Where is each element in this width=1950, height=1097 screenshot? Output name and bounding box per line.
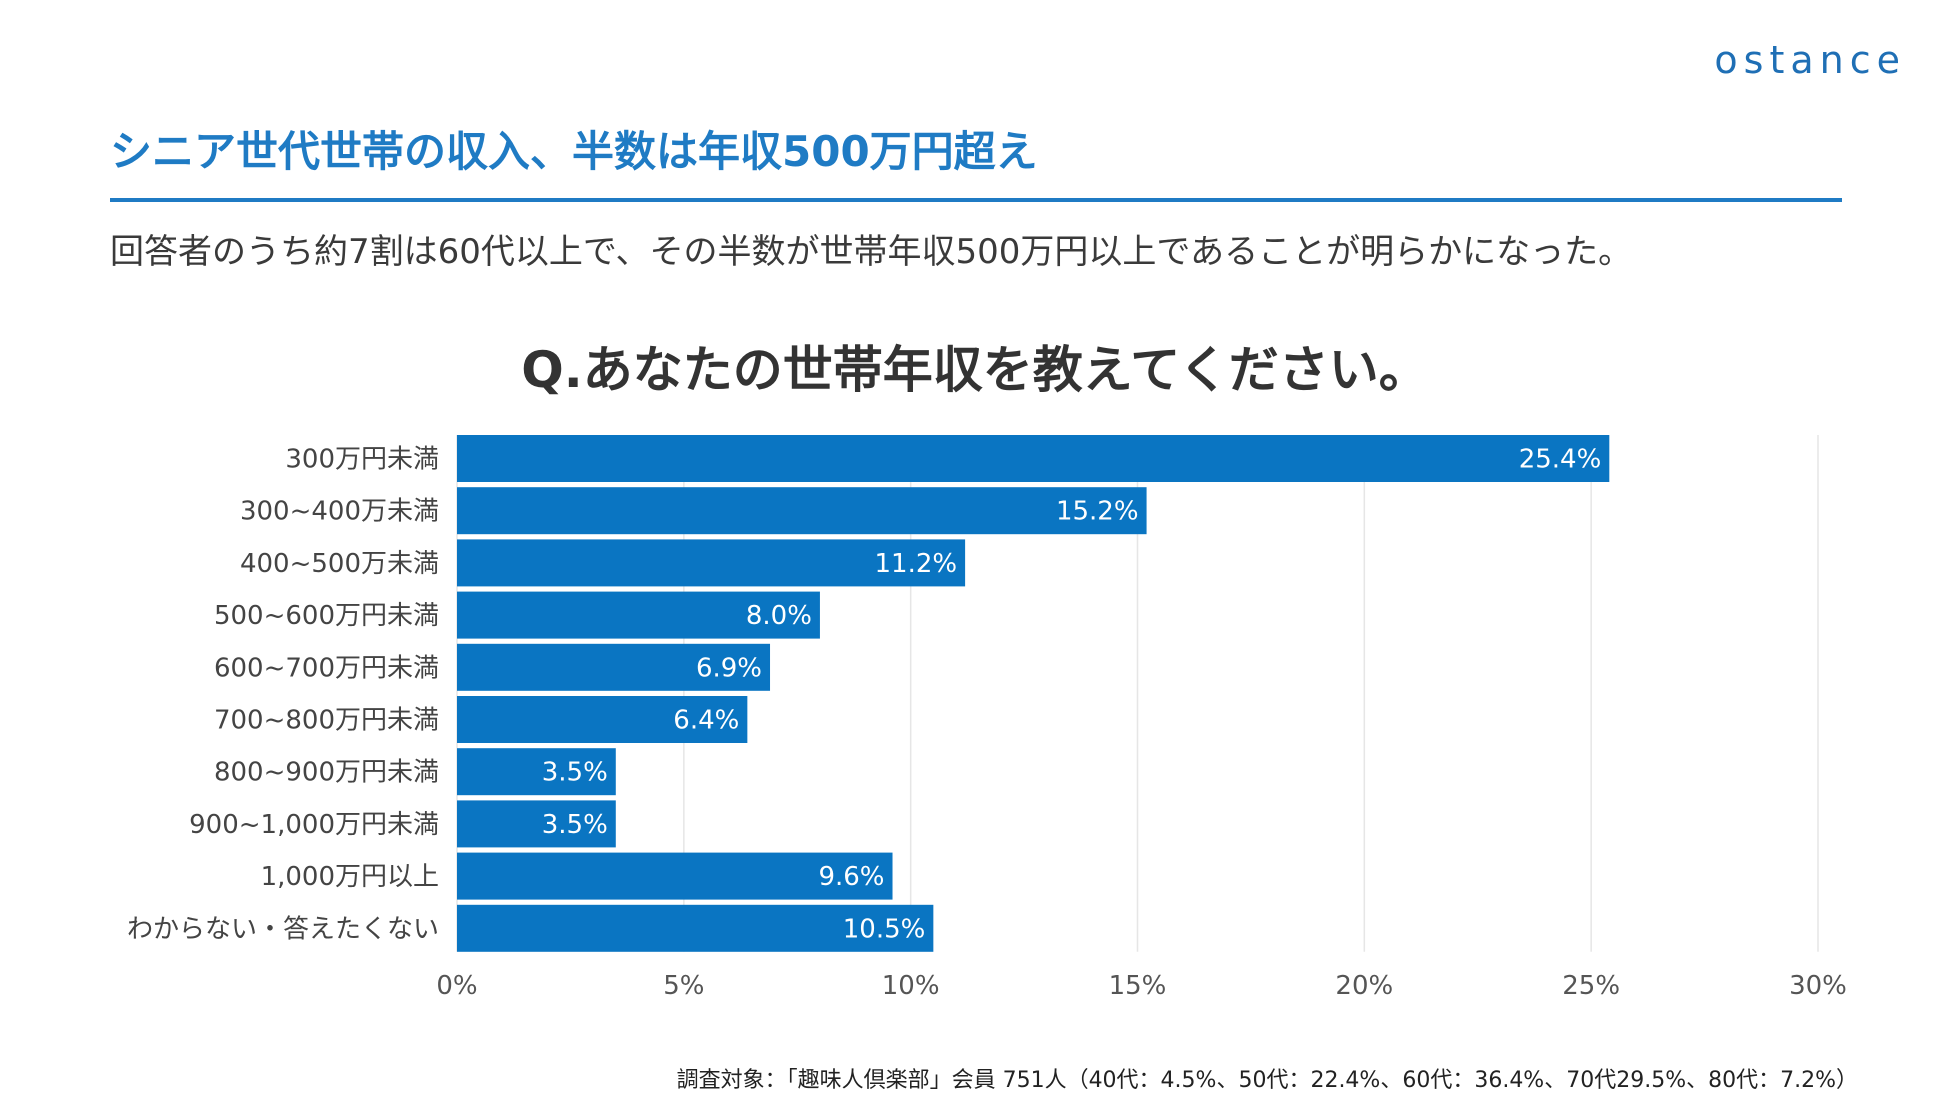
x-tick-label: 20% [1335, 971, 1393, 1001]
x-tick-label: 0% [436, 971, 477, 1001]
category-label: 700~800万円未満 [214, 706, 439, 736]
bar [457, 643, 771, 691]
page-headline: シニア世代世帯の収入、半数は年収500万円超え [110, 127, 1038, 176]
page-subtitle: 回答者のうち約7割は60代以上で、その半数が世帯年収500万円以上であることが明… [110, 232, 1633, 272]
bar-value-label: 15.2% [1056, 497, 1139, 527]
bar [457, 539, 966, 587]
bar [457, 904, 934, 952]
bar [457, 435, 1610, 482]
category-label: 300万円未満 [285, 445, 439, 475]
category-label: 900~1,000万円未満 [189, 810, 439, 840]
category-label: 400~500万未満 [240, 549, 439, 579]
category-label: 600~700万円未満 [214, 653, 439, 683]
bar [457, 852, 893, 900]
brand-logo: ostance [1714, 38, 1906, 82]
bar-value-label: 6.4% [673, 706, 739, 736]
x-tick-label: 25% [1562, 971, 1620, 1001]
category-label: 300~400万未満 [240, 497, 439, 527]
category-label: 800~900万円未満 [214, 758, 439, 788]
x-axis-ticks: 0% 5% 10% 15% 20% 25% 30% [436, 971, 1847, 1001]
bar [457, 748, 616, 796]
bar-value-label: 9.6% [818, 862, 884, 892]
bar [457, 696, 748, 743]
chart-title: Q.あなたの世帯年収を教えてください。 [521, 341, 1429, 399]
x-tick-label: 10% [882, 971, 940, 1001]
bar [457, 591, 820, 639]
x-tick-label: 15% [1109, 971, 1167, 1001]
category-label: 1,000万円以上 [261, 862, 439, 892]
bar-value-label: 3.5% [542, 810, 608, 840]
bar-value-label: 3.5% [542, 758, 608, 788]
bars: 25.4% 15.2% 11.2% 8.0% 6.9% 6.4% 3.5% 3.5% 9.6% 1… [457, 435, 1610, 952]
bar-value-label: 25.4% [1519, 445, 1602, 475]
bar [457, 800, 616, 848]
category-labels: 300万円未満 300~400万未満 400~500万未満 500~600万円未満 60… [127, 445, 439, 945]
bar [457, 487, 1147, 535]
bar-value-label: 6.9% [696, 653, 762, 683]
bar-value-label: 11.2% [874, 549, 957, 579]
x-tick-label: 30% [1789, 971, 1847, 1001]
x-tick-label: 5% [663, 971, 704, 1001]
bar-value-label: 10.5% [843, 914, 926, 944]
category-label: 500~600万円未満 [214, 601, 439, 631]
bar-value-label: 8.0% [746, 601, 812, 631]
survey-footnote: 調査対象：「趣味人倶楽部」会員 751人（40代：4.5%、50代：22.4%、… [676, 1068, 1858, 1093]
headline-divider [110, 198, 1842, 202]
category-label: わからない・答えたくない [127, 914, 439, 944]
